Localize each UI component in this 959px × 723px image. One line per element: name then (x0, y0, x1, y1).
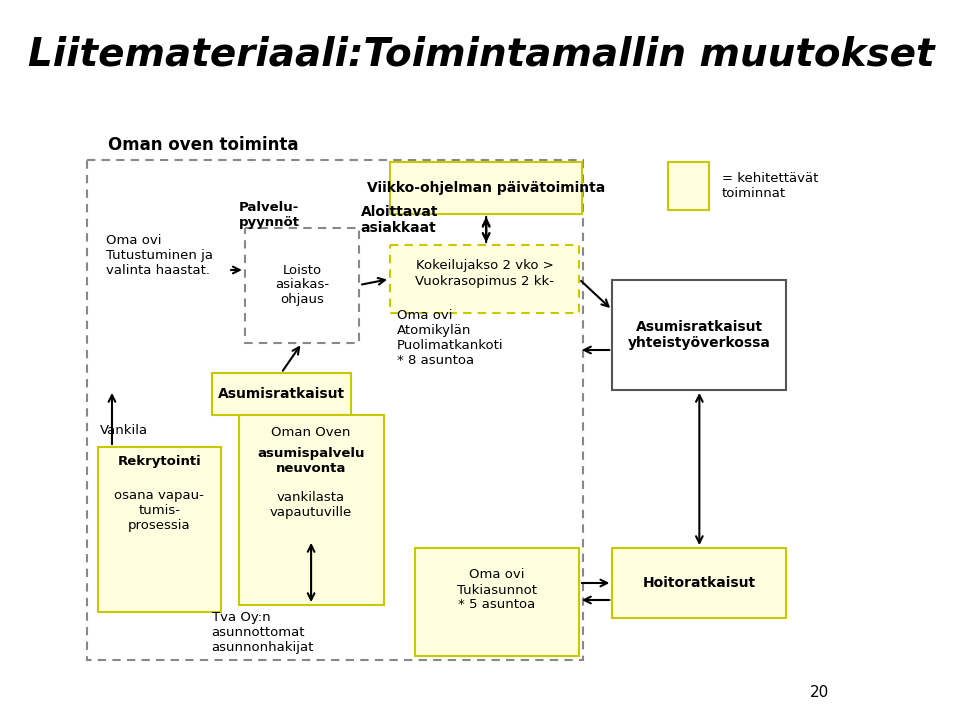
Bar (612, 548, 786, 618)
Bar (612, 280, 786, 390)
Text: osana vapau-
tumis-
prosessia: osana vapau- tumis- prosessia (114, 489, 204, 531)
Bar (239, 415, 385, 605)
Text: 20: 20 (810, 685, 830, 700)
Text: Oman oven toiminta: Oman oven toiminta (107, 136, 298, 154)
Text: Vankila: Vankila (100, 424, 148, 437)
Text: vankilasta
vapautuville: vankilasta vapautuville (270, 491, 352, 519)
Text: = kehitettävät
toiminnat: = kehitettävät toiminnat (722, 172, 818, 200)
Text: Asumisratkaisut: Asumisratkaisut (218, 387, 345, 401)
Bar (390, 162, 582, 214)
Text: Vuokrasopimus 2 kk-: Vuokrasopimus 2 kk- (415, 275, 554, 288)
Text: Tva Oy:n
asunnottomat
asunnonhakijat: Tva Oy:n asunnottomat asunnonhakijat (212, 610, 314, 654)
Bar (87, 160, 583, 660)
Text: Oma ovi
Tukiasunnot
* 5 asuntoa: Oma ovi Tukiasunnot * 5 asuntoa (456, 568, 537, 612)
Text: Viikko-ohjelman päivätoiminta: Viikko-ohjelman päivätoiminta (367, 181, 605, 195)
Bar (245, 228, 360, 343)
Text: Liitemateriaali:Toimintamallin muutokset: Liitemateriaali:Toimintamallin muutokset (28, 36, 934, 74)
Bar (415, 548, 579, 656)
Text: Loisto
asiakas-
ohjaus: Loisto asiakas- ohjaus (275, 263, 329, 307)
Text: Oma ovi
Atomikylän
Puolimatkankoti
* 8 asuntoa: Oma ovi Atomikylän Puolimatkankoti * 8 a… (396, 309, 503, 367)
Text: Oman Oven: Oman Oven (271, 426, 351, 439)
Text: Rekrytointi: Rekrytointi (117, 455, 201, 469)
Bar (390, 245, 579, 313)
Bar (212, 373, 351, 415)
Bar (667, 162, 710, 210)
Text: Kokeilujakso 2 vko >: Kokeilujakso 2 vko > (415, 259, 553, 272)
Text: Aloittavat
asiakkaat: Aloittavat asiakkaat (361, 205, 438, 235)
Bar (98, 447, 221, 612)
Text: Oma ovi
Tutustuminen ja
valinta haastat.: Oma ovi Tutustuminen ja valinta haastat. (106, 234, 213, 276)
Text: Asumisratkaisut
yhteistyöverkossa: Asumisratkaisut yhteistyöverkossa (628, 320, 771, 350)
Text: Hoitoratkaisut: Hoitoratkaisut (643, 576, 756, 590)
Text: asumispalvelu
neuvonta: asumispalvelu neuvonta (257, 447, 364, 475)
Text: Palvelu-
pyynnöt: Palvelu- pyynnöt (239, 201, 300, 229)
